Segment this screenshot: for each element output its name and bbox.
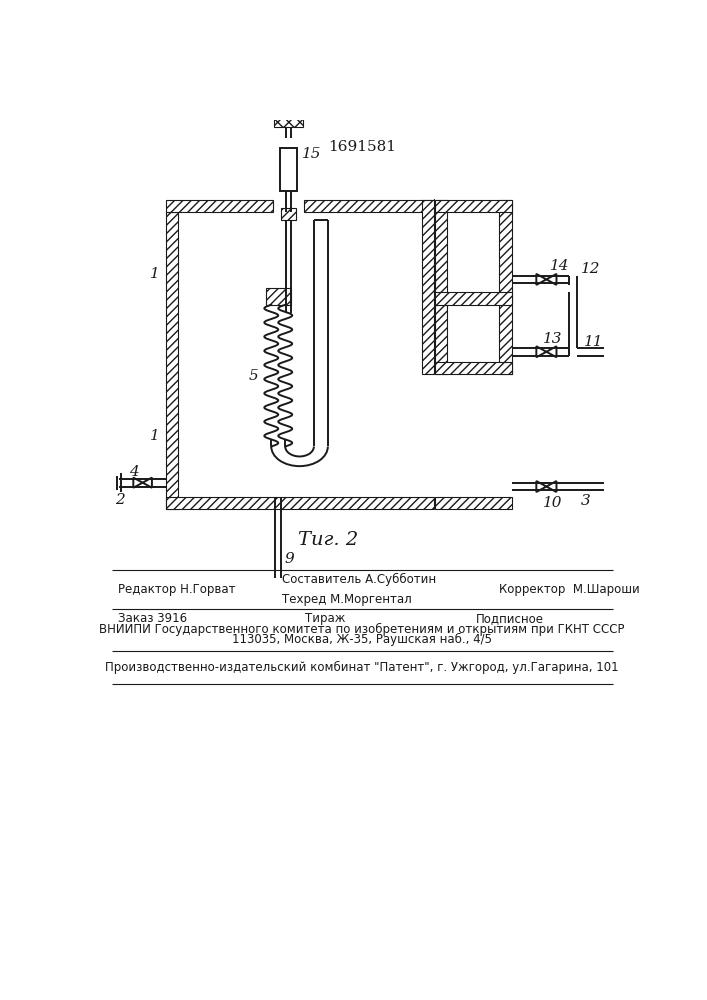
Text: 14: 14	[550, 259, 570, 273]
Text: Подписное: Подписное	[476, 612, 544, 625]
Text: 5: 5	[249, 369, 259, 383]
Bar	[435, 497, 512, 509]
Text: 13: 13	[542, 332, 562, 346]
Text: ВНИИПИ Государственного комитета по изобретениям и открытиям при ГКНТ СССР: ВНИИПИ Государственного комитета по изоб…	[99, 622, 625, 636]
Polygon shape	[143, 478, 152, 488]
Polygon shape	[537, 481, 547, 492]
Bar	[274, 110, 303, 127]
Polygon shape	[134, 478, 143, 488]
Text: 10: 10	[542, 496, 562, 510]
Text: 1: 1	[151, 429, 160, 443]
Polygon shape	[537, 274, 547, 285]
Bar	[266, 288, 291, 305]
Text: 4: 4	[129, 465, 139, 479]
Bar	[281, 208, 296, 220]
Text: Τиг. 2: Τиг. 2	[298, 531, 358, 549]
Text: Техред М.Моргентал: Техред М.Моргентал	[282, 593, 412, 606]
Bar	[304, 200, 434, 212]
Bar	[435, 292, 512, 305]
Bar	[166, 212, 178, 509]
Text: 1: 1	[151, 267, 160, 281]
Bar	[421, 200, 434, 374]
Text: Заказ 3916: Заказ 3916	[118, 612, 187, 625]
Text: 3: 3	[580, 494, 590, 508]
Text: 11: 11	[585, 335, 604, 349]
Text: Составитель А.Субботин: Составитель А.Субботин	[282, 573, 436, 586]
Polygon shape	[547, 274, 556, 285]
Bar	[280, 148, 297, 191]
Text: 1691581: 1691581	[328, 140, 396, 154]
Text: Редактор Н.Горват: Редактор Н.Горват	[118, 583, 235, 596]
Polygon shape	[547, 346, 556, 357]
Bar	[435, 200, 512, 212]
Polygon shape	[547, 481, 556, 492]
Text: 12: 12	[580, 262, 600, 276]
Text: 9: 9	[284, 552, 294, 566]
Text: 15: 15	[303, 147, 322, 161]
Polygon shape	[537, 346, 547, 357]
Bar	[435, 362, 512, 374]
Bar	[166, 497, 434, 509]
Text: 2: 2	[115, 493, 125, 507]
Bar	[166, 200, 273, 212]
Bar	[435, 200, 448, 374]
Text: 113035, Москва, Ж-35, Раушская наб., 4/5: 113035, Москва, Ж-35, Раушская наб., 4/5	[232, 633, 492, 646]
Text: Производственно-издательский комбинат "Патент", г. Ужгород, ул.Гагарина, 101: Производственно-издательский комбинат "П…	[105, 661, 619, 674]
Text: Корректор  М.Шароши: Корректор М.Шароши	[499, 583, 640, 596]
Bar	[499, 200, 512, 374]
Text: Тираж: Тираж	[305, 612, 346, 625]
